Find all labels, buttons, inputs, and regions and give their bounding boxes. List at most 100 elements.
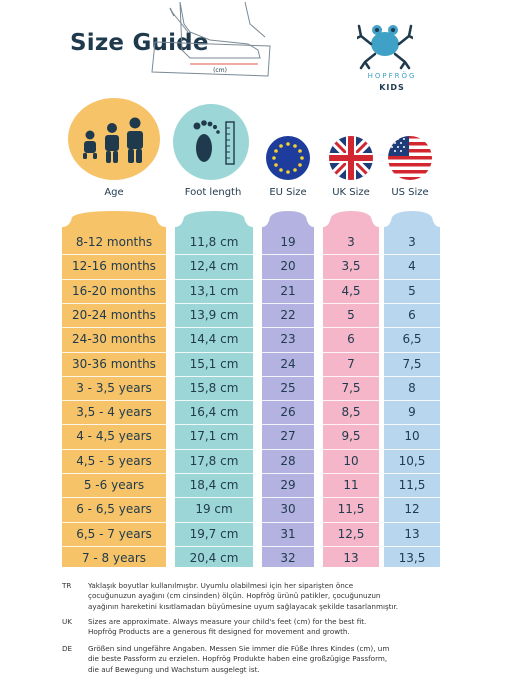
uk-header: UK Size xyxy=(332,187,370,198)
eu-flag-icon xyxy=(266,136,310,180)
brand-sub: KIDS xyxy=(379,83,405,92)
cell-eu: 25 xyxy=(280,380,296,395)
note-line: Sizes are approximate. Always measure yo… xyxy=(88,617,367,626)
cell-foot: 12,4 cm xyxy=(189,259,239,274)
row-divider xyxy=(62,497,440,499)
foot-header: Foot length xyxy=(184,187,242,198)
cell-uk: 4,5 xyxy=(341,283,361,298)
cell-age: 3 - 3,5 years xyxy=(76,380,152,395)
cell-us: 6 xyxy=(408,307,416,322)
cell-us: 7,5 xyxy=(402,356,422,371)
cell-foot: 15,1 cm xyxy=(189,356,239,371)
cell-foot: 13,1 cm xyxy=(189,283,239,298)
cell-us: 13 xyxy=(404,526,420,541)
cell-uk: 6 xyxy=(347,332,355,347)
frog-logo-icon xyxy=(357,24,413,70)
cell-us: 12 xyxy=(404,502,420,517)
note-lang-de: DE xyxy=(62,644,73,653)
cell-eu: 29 xyxy=(280,478,296,492)
note-line: Größen sind ungefähre Angaben. Messen Si… xyxy=(88,644,390,653)
cell-age: 4,5 - 5 years xyxy=(76,453,152,468)
row-divider xyxy=(62,424,440,426)
cell-uk: 8,5 xyxy=(341,405,361,420)
cell-us: 4 xyxy=(408,259,416,274)
cell-eu: 21 xyxy=(280,283,296,298)
cell-age: 12-16 months xyxy=(72,259,156,274)
row-divider xyxy=(62,351,440,353)
foot-measure-illustration: (cm) xyxy=(151,2,271,77)
note-line: Hopfrög Products are a generous fit desi… xyxy=(88,627,350,637)
note-lang-uk: UK xyxy=(62,617,72,626)
cell-eu: 24 xyxy=(280,356,296,371)
cell-foot: 19,7 cm xyxy=(189,526,239,541)
cell-us: 5 xyxy=(408,283,416,298)
cell-age: 6 - 6,5 years xyxy=(76,502,152,517)
us-flag-icon xyxy=(388,136,432,180)
cell-eu: 31 xyxy=(280,526,296,541)
cell-eu: 30 xyxy=(280,502,296,517)
note-line: die auf Bewegung und Wachstum ausgelegt … xyxy=(88,664,260,674)
cell-us: 3 xyxy=(408,235,416,249)
cell-eu: 22 xyxy=(280,307,296,322)
note-line: ayağının hareketini kısıtlamadan büyümes… xyxy=(88,601,399,611)
cell-us: 9 xyxy=(408,405,416,420)
cell-eu: 27 xyxy=(280,429,296,444)
cell-age: 8-12 months xyxy=(75,235,153,249)
cell-age: 4 - 4,5 years xyxy=(76,429,152,444)
cell-age: 16-20 months xyxy=(72,283,156,298)
cell-us: 6,5 xyxy=(402,332,422,347)
size-table-background xyxy=(62,211,440,567)
row-divider xyxy=(62,448,440,450)
cell-uk: 11 xyxy=(343,478,359,492)
cell-foot: 20,4 cm xyxy=(189,550,239,565)
row-divider xyxy=(62,375,440,377)
cell-eu: 32 xyxy=(280,550,296,565)
cell-foot: 14,4 cm xyxy=(189,332,239,347)
cell-foot: 15,8 cm xyxy=(189,380,239,395)
footprint-icon xyxy=(193,120,235,165)
row-divider xyxy=(62,473,440,474)
note-line: die beste Passform zu erzielen. Hopfrög … xyxy=(88,654,388,664)
cell-uk: 13 xyxy=(343,550,359,565)
eu-header: EU Size xyxy=(269,187,307,198)
cell-uk: 7 xyxy=(347,356,355,371)
row-divider xyxy=(62,400,440,402)
cell-foot: 13,9 cm xyxy=(189,307,239,322)
note-lang-tr: TR xyxy=(62,581,72,590)
row-divider xyxy=(62,521,440,523)
age-header: Age xyxy=(104,187,124,198)
brand-name: HOPFRÖG xyxy=(367,72,417,80)
cell-uk: 3,5 xyxy=(341,259,361,274)
row-divider xyxy=(62,327,440,329)
row-divider xyxy=(62,278,440,280)
cell-eu: 20 xyxy=(280,259,296,274)
cell-uk: 11,5 xyxy=(337,502,365,517)
sketch-label: (cm) xyxy=(213,67,227,74)
note-line: çocuğunuzun ayağını (cm cinsinden) ölçün… xyxy=(88,591,381,601)
cell-age: 7 - 8 years xyxy=(81,550,147,565)
cell-foot: 17,8 cm xyxy=(189,453,239,468)
uk-flag-icon xyxy=(329,136,373,180)
cell-eu: 19 xyxy=(280,235,296,249)
cell-us: 11,5 xyxy=(398,478,426,492)
cell-eu: 28 xyxy=(280,453,296,468)
cell-eu: 23 xyxy=(280,332,296,347)
cell-us: 10 xyxy=(404,429,420,444)
note-line: Yaklaşık boyutlar kullanılmıştır. Uyumlu… xyxy=(88,581,354,590)
cell-foot: 16,4 cm xyxy=(189,405,239,420)
cell-uk: 10 xyxy=(343,453,359,468)
cell-us: 13,5 xyxy=(398,550,426,565)
cell-us: 10,5 xyxy=(398,453,426,468)
cell-age: 30-36 months xyxy=(72,356,156,371)
cell-foot: 11,8 cm xyxy=(189,235,239,249)
us-header: US Size xyxy=(391,187,429,198)
cell-age: 3,5 - 4 years xyxy=(76,405,152,420)
row-divider xyxy=(62,545,440,547)
row-divider xyxy=(62,254,440,256)
cell-foot: 19 cm xyxy=(195,502,233,517)
cell-age: 5 -6 years xyxy=(83,478,145,492)
cell-age: 20-24 months xyxy=(72,307,156,322)
cell-us: 8 xyxy=(408,380,416,395)
children-icon xyxy=(83,117,143,163)
cell-foot: 17,1 cm xyxy=(189,429,239,444)
